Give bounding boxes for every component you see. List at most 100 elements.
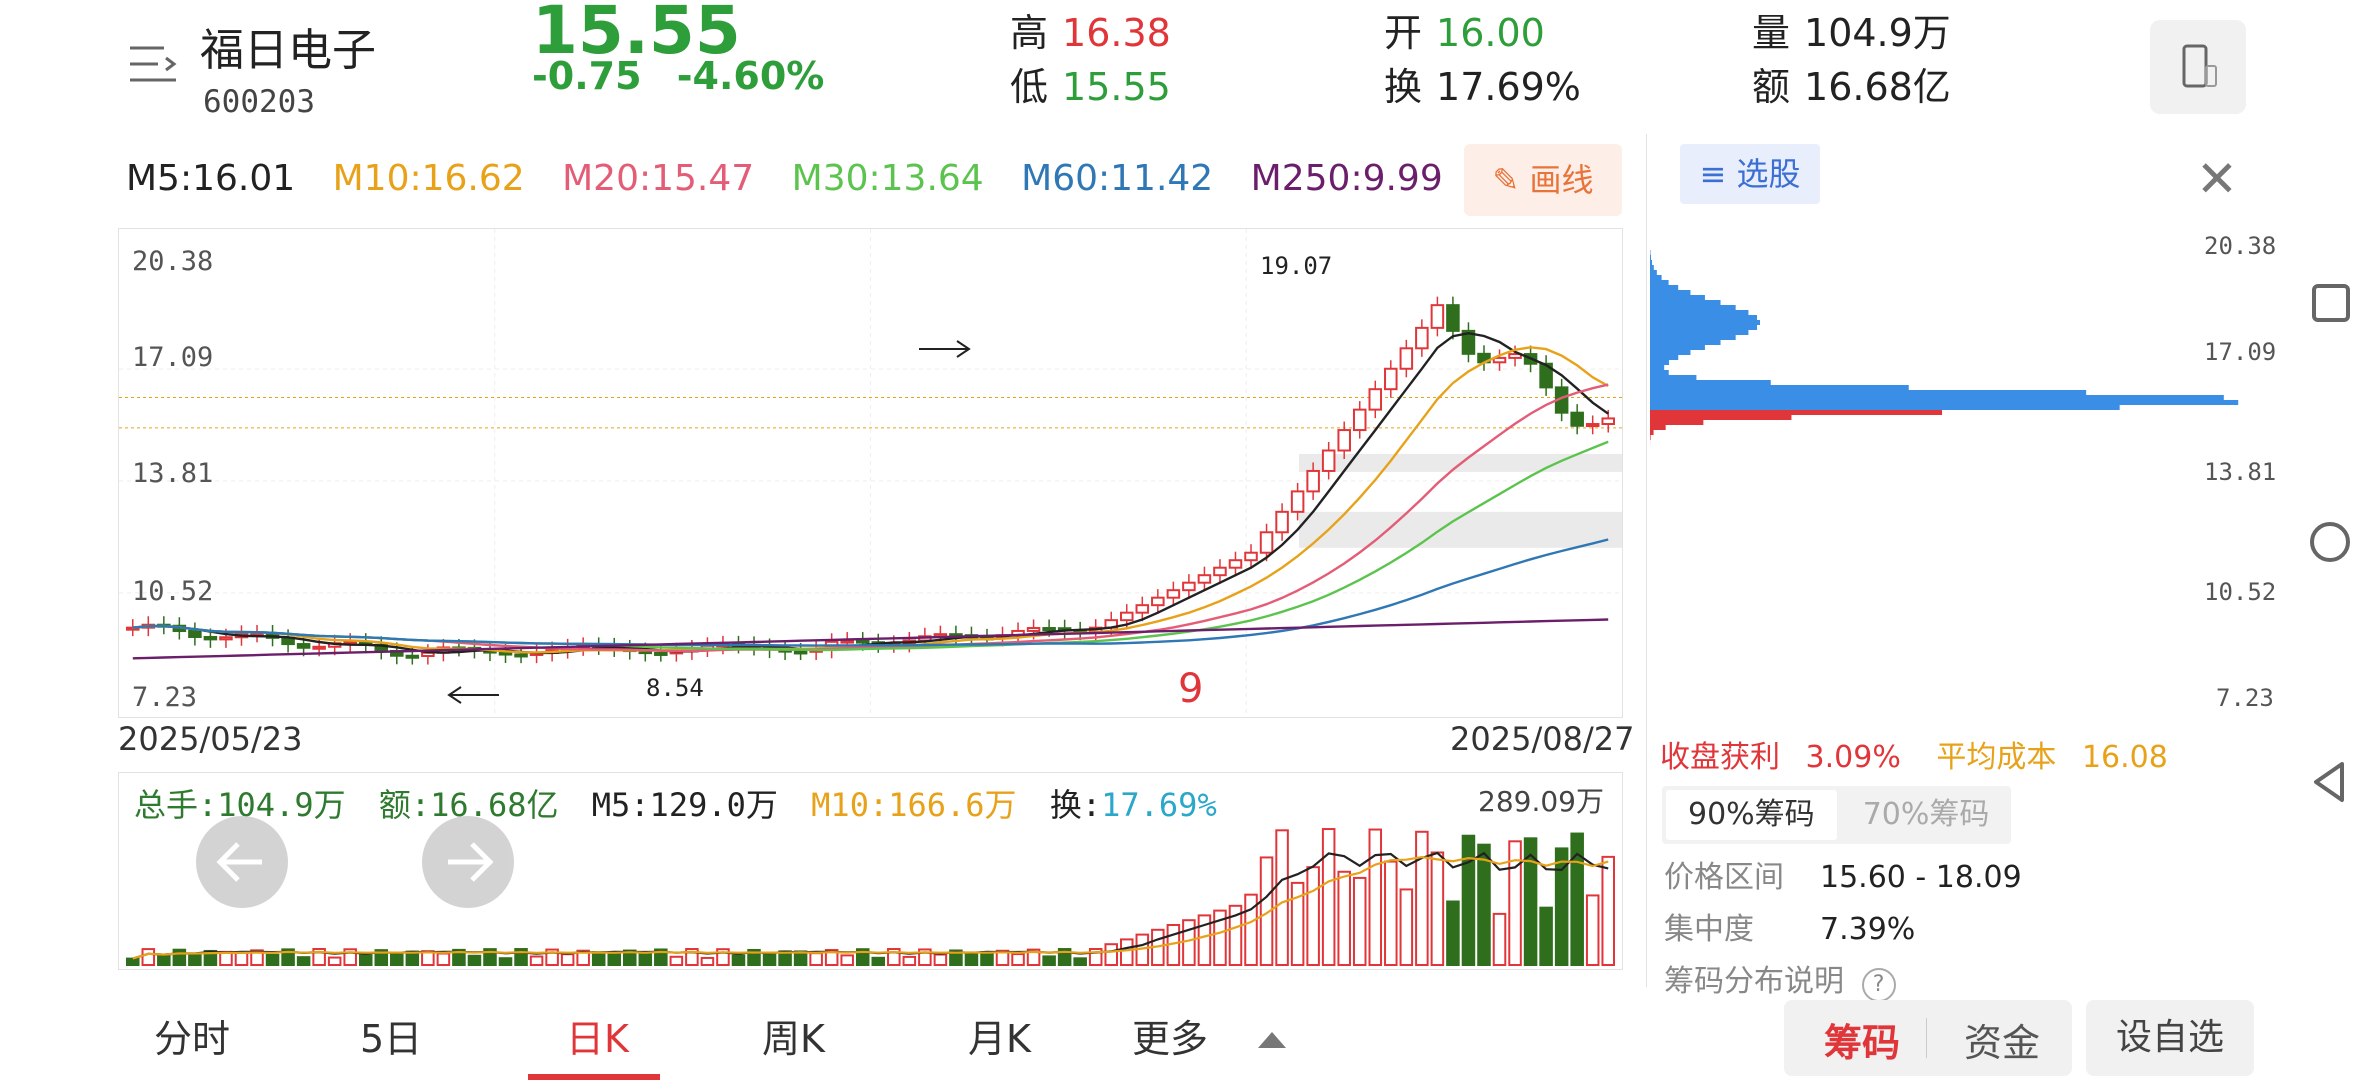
chip-bar bbox=[1650, 310, 1749, 315]
tab-more[interactable]: 更多 bbox=[1132, 1017, 1209, 1061]
home-icon[interactable] bbox=[2300, 512, 2360, 572]
funds-tab[interactable]: 资金 bbox=[1964, 1021, 2041, 1065]
chip-bar bbox=[1650, 285, 1679, 290]
volume-bar bbox=[980, 951, 994, 967]
volume-bar bbox=[716, 948, 730, 966]
candle-body bbox=[793, 650, 808, 655]
tab-monthly-k[interactable]: 月K bbox=[968, 1017, 1031, 1061]
list-icon: ≡ bbox=[1699, 155, 1727, 193]
volume-bar bbox=[607, 951, 621, 967]
chip-explain-link[interactable]: 筹码分布说明 ? bbox=[1664, 956, 1896, 1002]
chip-bar bbox=[1650, 265, 1654, 270]
triangle-up-icon[interactable] bbox=[1256, 1028, 1288, 1050]
candle-body bbox=[1415, 326, 1429, 350]
candle-body bbox=[405, 654, 420, 659]
volume-chart[interactable] bbox=[118, 772, 1623, 970]
volume-bar bbox=[1601, 855, 1615, 966]
stock-picker-button[interactable]: ≡ 选股 bbox=[1680, 144, 1820, 204]
chip-bar bbox=[1650, 400, 2239, 405]
candle-body bbox=[1384, 367, 1398, 391]
next-button[interactable] bbox=[422, 816, 514, 908]
chip-bar bbox=[1650, 255, 1652, 260]
candle-body bbox=[1213, 566, 1227, 577]
chip-bar bbox=[1650, 370, 1669, 375]
volume-bar bbox=[1275, 829, 1289, 966]
chip-bar bbox=[1650, 395, 2224, 400]
candle-body bbox=[1151, 596, 1165, 607]
candle-body bbox=[1570, 411, 1584, 427]
segment-divider bbox=[1926, 1018, 1927, 1058]
ma60-line bbox=[132, 538, 1609, 647]
volume-bar bbox=[700, 956, 715, 966]
volume-bar bbox=[1368, 828, 1383, 967]
kline-chart[interactable] bbox=[118, 228, 1623, 718]
chip-distribution-panel bbox=[1646, 134, 2262, 987]
volume-bar bbox=[1461, 834, 1476, 966]
price-range-row: 价格区间 15.60 - 18.09 bbox=[1664, 860, 2022, 895]
volume-bar bbox=[390, 951, 404, 966]
tab-70-percent[interactable]: 70%筹码 bbox=[1862, 797, 1990, 832]
prev-button[interactable] bbox=[196, 816, 288, 908]
tab-weekly-k[interactable]: 周K bbox=[762, 1017, 825, 1061]
tab-5day[interactable]: 5日 bbox=[360, 1017, 423, 1061]
low-annotation: 8.54 bbox=[646, 674, 704, 702]
add-watchlist-button[interactable]: 设自选 bbox=[2086, 1000, 2254, 1076]
tab-daily-k[interactable]: 日K bbox=[566, 1017, 629, 1061]
volume-bar bbox=[855, 948, 870, 966]
volume-max: 289.09万 bbox=[1478, 785, 1604, 818]
tab-intraday[interactable]: 分时 bbox=[154, 1017, 231, 1061]
chip-bar bbox=[1650, 315, 1757, 320]
volume-bar bbox=[467, 954, 482, 966]
date-end: 2025/08/27 bbox=[1450, 720, 1635, 758]
volume-bar bbox=[1228, 904, 1243, 967]
chip-tick-2: 17.09 bbox=[2204, 338, 2277, 366]
volume-bar bbox=[1523, 837, 1538, 966]
volume-bar bbox=[1539, 906, 1553, 966]
candle-body bbox=[1120, 611, 1134, 622]
volume-bar bbox=[296, 956, 311, 967]
menu-icon[interactable] bbox=[128, 42, 178, 86]
chips-tab[interactable]: 筹码 bbox=[1824, 1021, 1901, 1065]
back-icon[interactable] bbox=[2300, 752, 2360, 812]
volume-bar bbox=[1337, 870, 1351, 966]
vol-turn: 17.69% bbox=[1101, 786, 1217, 824]
open-price: 开 16.00 bbox=[1384, 11, 1545, 55]
volume-bar bbox=[824, 949, 839, 966]
volume-bar bbox=[1306, 866, 1320, 966]
change-value: -0.75 bbox=[532, 54, 642, 98]
volume-legend: 总手:104.9万 额:16.68亿 M5:129.0万 M10:166.6万 … bbox=[134, 780, 1231, 826]
volume-bar bbox=[1182, 919, 1196, 966]
chip-bar bbox=[1650, 365, 1665, 370]
landscape-toggle-button[interactable] bbox=[2150, 20, 2246, 114]
candle-body bbox=[1166, 589, 1181, 599]
volume-bar bbox=[964, 951, 979, 967]
draw-line-button[interactable]: ✎ 画线 bbox=[1464, 144, 1622, 216]
chip-bar bbox=[1650, 405, 2120, 410]
volume-bar bbox=[762, 952, 777, 967]
signal-9-marker: 9 bbox=[1178, 666, 1204, 712]
candle-body bbox=[1026, 627, 1041, 632]
volume-bar bbox=[312, 948, 326, 966]
volume-bar bbox=[576, 949, 590, 966]
ma250-line bbox=[132, 618, 1609, 660]
volume-bar bbox=[560, 953, 575, 966]
tab-90-percent[interactable]: 90%筹码 bbox=[1666, 790, 1837, 840]
close-icon[interactable]: ✕ bbox=[2196, 150, 2238, 208]
kline-svg bbox=[119, 229, 1622, 717]
volume-bar bbox=[1104, 943, 1118, 966]
volume-bar bbox=[327, 956, 342, 966]
recent-apps-icon[interactable] bbox=[2300, 272, 2360, 332]
volume-bar bbox=[1120, 938, 1134, 966]
chip-bar bbox=[1650, 375, 1697, 380]
chip-bar bbox=[1650, 425, 1666, 430]
chip-bar bbox=[1650, 330, 1749, 335]
period-tabs: 分时 5日 日K 周K 月K 更多 bbox=[0, 996, 2376, 1080]
candle-body bbox=[188, 630, 202, 638]
ma5-value: M5:16.01 bbox=[126, 158, 296, 199]
candle-body bbox=[498, 651, 513, 656]
arrow-right-icon bbox=[448, 842, 494, 882]
ma-legend: M5:16.01 M10:16.62 M20:15.47 M30:13.64 M… bbox=[126, 158, 1469, 199]
chip-bar bbox=[1650, 410, 1943, 415]
candle-body bbox=[1306, 469, 1320, 493]
